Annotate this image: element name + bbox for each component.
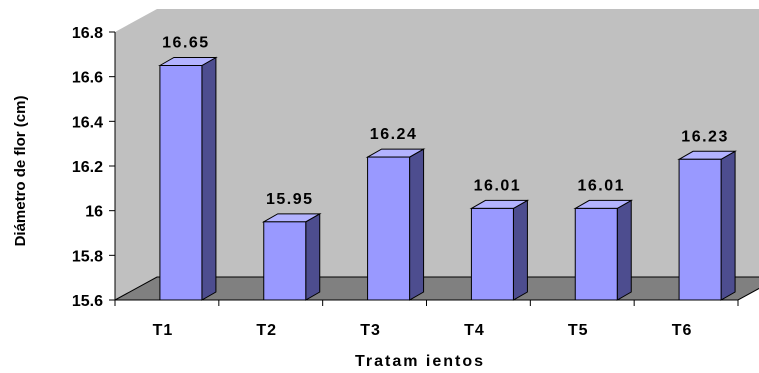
bar-side — [720, 150, 736, 301]
y-tick-label: 15.8 — [72, 248, 103, 265]
x-tick-label: T3 — [360, 322, 381, 339]
x-tick-label: T6 — [672, 322, 693, 339]
bar-front — [470, 207, 514, 301]
data-label: 16.24 — [370, 126, 418, 143]
bar-front — [263, 221, 307, 301]
bar-side — [616, 199, 632, 301]
chart-bars — [158, 56, 737, 301]
bar-front — [159, 65, 203, 301]
data-label: 15.95 — [266, 191, 314, 208]
y-tick-label: 16.4 — [72, 114, 103, 131]
bar-side — [512, 199, 528, 301]
bar-side — [305, 212, 321, 301]
x-tick-label: T4 — [464, 322, 485, 339]
y-tick-label: 16.6 — [72, 70, 103, 87]
y-axis-label: Diámetro de flor (cm) — [12, 96, 29, 247]
bar-side — [201, 56, 217, 301]
bar-front — [574, 207, 618, 301]
bar-T2 — [261, 212, 322, 301]
bar-T6 — [677, 150, 737, 301]
bar-T4 — [469, 199, 530, 301]
data-label: 16.23 — [681, 128, 729, 145]
bar-T5 — [573, 199, 634, 301]
data-label: 16.01 — [474, 177, 522, 194]
bar-side — [409, 148, 425, 301]
chart-axes — [109, 31, 739, 306]
chart-labels: 15.6 15.8 16 16.2 16.4 16.6 16.8 16.65 T1 15.95 T2… — [72, 25, 729, 339]
side-wall — [115, 9, 157, 300]
y-tick-label: 16 — [85, 204, 103, 221]
x-axis-label: Tratam ientos — [355, 353, 485, 370]
bar-front — [678, 158, 722, 301]
bar-T1 — [158, 56, 218, 301]
x-tick-label: T1 — [153, 322, 174, 339]
data-label: 16.01 — [577, 177, 625, 194]
bar-front — [367, 156, 411, 301]
y-tick-label: 15.6 — [72, 293, 103, 310]
y-tick-label: 16.2 — [72, 159, 103, 176]
data-label: 16.65 — [162, 35, 210, 52]
x-tick-label: T2 — [256, 322, 277, 339]
x-tick-label: T5 — [568, 322, 589, 339]
back-wall — [157, 9, 759, 277]
y-tick-label: 16.8 — [72, 25, 103, 42]
bar-T3 — [365, 148, 426, 301]
